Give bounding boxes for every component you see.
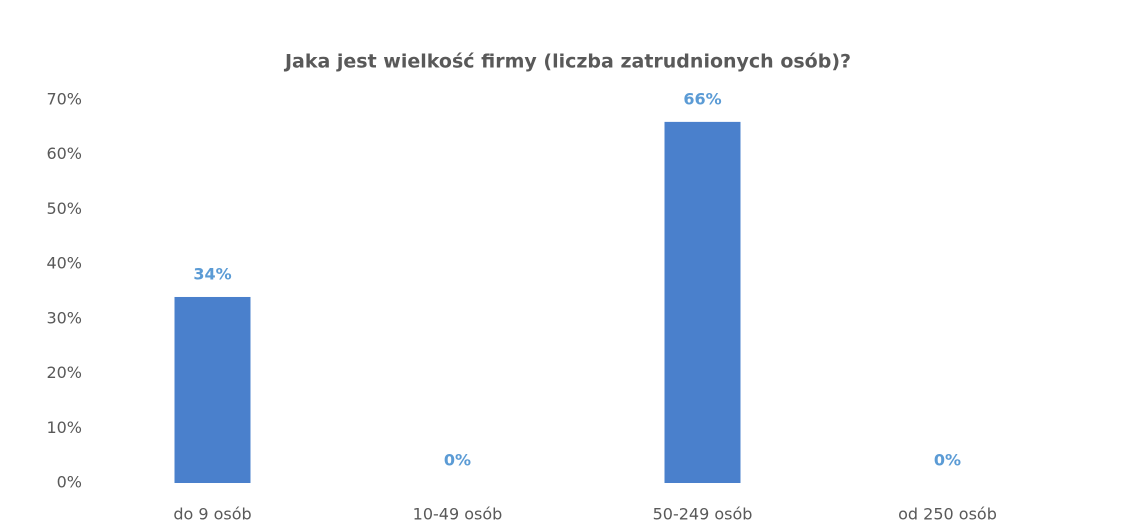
y-tick-label: 10% <box>46 418 82 437</box>
y-tick-label: 70% <box>46 90 82 109</box>
y-tick-label: 60% <box>46 144 82 163</box>
y-tick-label: 30% <box>46 308 82 327</box>
y-tick-label: 0% <box>57 473 82 492</box>
x-tick-label: 10-49 osób <box>413 505 503 524</box>
data-label: 0% <box>444 451 471 470</box>
y-tick-label: 20% <box>46 363 82 382</box>
y-tick-label: 40% <box>46 254 82 273</box>
bar <box>174 296 251 483</box>
data-label: 0% <box>934 451 961 470</box>
x-tick-label: od 250 osób <box>898 505 997 524</box>
data-label: 66% <box>683 89 721 108</box>
y-tick-label: 50% <box>46 199 82 218</box>
data-label: 34% <box>193 264 231 283</box>
x-tick-label: do 9 osób <box>173 505 251 524</box>
bar <box>664 121 741 483</box>
chart-title: Jaka jest wielkość firmy (liczba zatrudn… <box>283 51 851 73</box>
x-tick-label: 50-249 osób <box>653 505 753 524</box>
